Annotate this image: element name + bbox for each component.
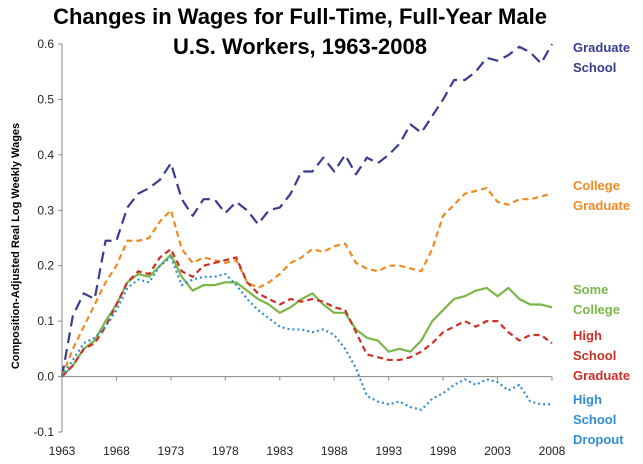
series-lines xyxy=(60,43,553,411)
y-tick-label: 0.5 xyxy=(37,92,54,106)
legend-label-line: College xyxy=(573,302,620,317)
chart-title-line-1: Changes in Wages for Full-Time, Full-Yea… xyxy=(53,4,547,29)
legend-label-line: School xyxy=(573,348,617,363)
legend-label-high-school-dropout: High School Dropout xyxy=(573,390,624,450)
y-tick-label: 0.4 xyxy=(37,148,54,162)
x-tick-label: 1973 xyxy=(158,444,185,458)
legend-label-line: College xyxy=(573,178,620,193)
chart-title-line-2: U.S. Workers, 1963-2008 xyxy=(173,34,427,59)
axes: 0.6 0.5 0.4 0.3 0.2 0.1 0.0 -0.1 1963 1968 1973 197… xyxy=(33,37,565,458)
x-tick-label: 1968 xyxy=(103,444,130,458)
y-tick-label: -0.1 xyxy=(33,425,54,439)
legend-label-line: Graduate xyxy=(573,368,631,383)
y-tick-label: 0.0 xyxy=(37,370,54,384)
x-tick-label: 1993 xyxy=(375,444,402,458)
legend-label-line: High xyxy=(573,328,602,343)
y-tick-label: 0.6 xyxy=(37,37,54,51)
x-tick-label: 1978 xyxy=(212,444,239,458)
y-tick-label: 0.1 xyxy=(37,314,54,328)
legend-label-some-college: Some College xyxy=(573,280,620,320)
x-tick-label: 1963 xyxy=(49,444,76,458)
x-tick-label: 2003 xyxy=(484,444,511,458)
series-line-some-college xyxy=(61,253,553,378)
chart-title: Changes in Wages for Full-Time, Full-Yea… xyxy=(40,2,560,62)
x-tick-label: 1983 xyxy=(266,444,293,458)
legend-label-line: Dropout xyxy=(573,432,624,447)
series-line-high-school-graduate xyxy=(61,247,553,378)
x-tick-label: 2008 xyxy=(539,444,566,458)
series-line-high-school-dropout xyxy=(61,256,552,411)
legend-label-line: Graduate xyxy=(573,198,631,213)
y-tick-label: 0.2 xyxy=(37,259,54,273)
x-tick-label: 1998 xyxy=(430,444,457,458)
legend-label-high-school-graduate: High School Graduate xyxy=(573,326,630,386)
y-tick-label: 0.3 xyxy=(37,203,54,217)
legend-label-line: Some xyxy=(573,282,609,297)
legend-label-line: Graduate xyxy=(573,40,631,55)
x-tick-label: 1988 xyxy=(321,444,348,458)
legend-label-graduate-school: Graduate School xyxy=(573,38,630,78)
legend-label-line: School xyxy=(573,412,617,427)
legend-label-college-graduate: College Graduate xyxy=(573,176,630,216)
series-line-graduate-school xyxy=(60,43,553,377)
legend-label-line: School xyxy=(573,60,617,75)
legend-label-line: High xyxy=(573,392,602,407)
